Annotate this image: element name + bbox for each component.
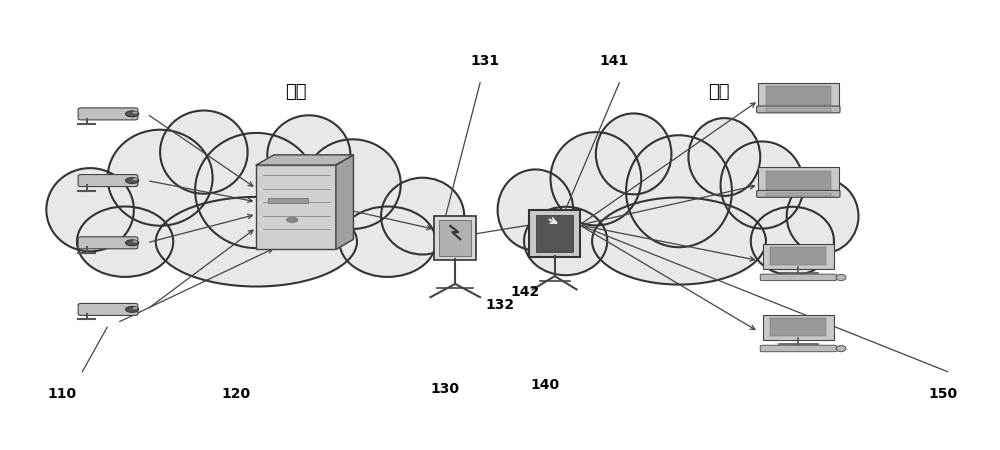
FancyBboxPatch shape [766, 193, 831, 196]
Ellipse shape [498, 170, 573, 250]
FancyBboxPatch shape [529, 210, 580, 257]
Bar [268, 198, 308, 203]
Circle shape [133, 307, 138, 309]
Ellipse shape [156, 197, 357, 287]
FancyBboxPatch shape [763, 244, 834, 269]
FancyBboxPatch shape [78, 175, 138, 187]
Ellipse shape [836, 346, 846, 352]
Ellipse shape [77, 207, 173, 277]
FancyBboxPatch shape [766, 171, 831, 190]
FancyBboxPatch shape [760, 274, 836, 281]
Ellipse shape [524, 207, 607, 275]
Ellipse shape [751, 207, 834, 275]
Circle shape [126, 306, 139, 312]
Ellipse shape [721, 141, 804, 229]
Bar [256, 165, 336, 249]
FancyBboxPatch shape [758, 83, 839, 109]
Ellipse shape [836, 274, 846, 281]
FancyBboxPatch shape [439, 220, 471, 256]
Ellipse shape [195, 133, 318, 248]
FancyBboxPatch shape [758, 167, 839, 194]
Circle shape [287, 217, 298, 222]
Ellipse shape [304, 140, 401, 229]
Ellipse shape [551, 132, 641, 225]
Text: 内网: 内网 [708, 83, 730, 101]
FancyBboxPatch shape [763, 315, 834, 340]
Text: 150: 150 [928, 387, 957, 401]
Ellipse shape [46, 168, 134, 251]
Text: 130: 130 [431, 382, 460, 396]
Text: 外网: 外网 [285, 83, 307, 101]
FancyBboxPatch shape [770, 318, 826, 336]
FancyBboxPatch shape [766, 108, 831, 112]
FancyBboxPatch shape [434, 216, 476, 261]
FancyBboxPatch shape [770, 247, 826, 265]
Circle shape [126, 240, 139, 246]
Polygon shape [336, 155, 353, 249]
Circle shape [133, 240, 138, 243]
Ellipse shape [787, 179, 858, 253]
Text: 141: 141 [600, 54, 629, 68]
Circle shape [133, 178, 138, 180]
Ellipse shape [626, 135, 732, 247]
FancyBboxPatch shape [766, 86, 831, 105]
FancyBboxPatch shape [78, 303, 138, 315]
Ellipse shape [160, 111, 248, 194]
Text: 132: 132 [485, 298, 515, 312]
Ellipse shape [267, 115, 350, 195]
Circle shape [126, 111, 139, 117]
Text: 131: 131 [471, 54, 500, 68]
Ellipse shape [592, 198, 766, 284]
Ellipse shape [596, 113, 671, 194]
FancyBboxPatch shape [757, 190, 840, 197]
FancyBboxPatch shape [78, 108, 138, 120]
Text: 142: 142 [510, 285, 539, 299]
FancyBboxPatch shape [536, 215, 573, 252]
FancyBboxPatch shape [78, 237, 138, 249]
Text: 120: 120 [222, 387, 251, 401]
Ellipse shape [381, 178, 464, 255]
FancyBboxPatch shape [760, 345, 836, 352]
Polygon shape [256, 155, 353, 165]
Circle shape [133, 112, 138, 113]
Ellipse shape [688, 118, 760, 196]
Circle shape [126, 178, 139, 184]
Ellipse shape [108, 130, 213, 226]
FancyBboxPatch shape [757, 106, 840, 113]
Text: 110: 110 [48, 387, 77, 401]
Text: 140: 140 [530, 378, 559, 392]
Ellipse shape [339, 207, 436, 277]
